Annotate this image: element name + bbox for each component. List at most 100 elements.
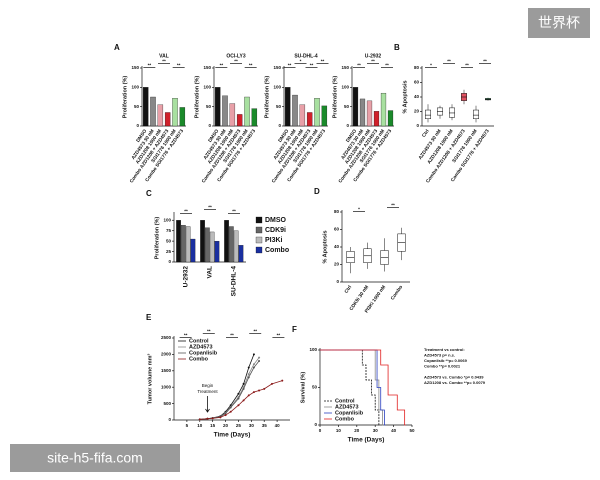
sig-label: ** (232, 209, 236, 214)
legend-label: Control (189, 338, 209, 344)
box (425, 109, 431, 120)
y-tick-label: 0 (136, 123, 139, 128)
bar (306, 112, 313, 127)
y-tick-label: 100 (309, 347, 317, 352)
bar (185, 226, 191, 263)
bar (176, 220, 181, 263)
annotation: Treatment (197, 389, 218, 394)
sig-label: ** (357, 63, 361, 68)
legend-label: Copanlisib (189, 350, 218, 356)
bar (373, 111, 380, 127)
legend-label: AZD4573 (335, 404, 359, 410)
sig-label: ** (465, 63, 469, 68)
legend-label: Combo (265, 247, 289, 254)
y-axis-label: Survival (%) (300, 372, 306, 404)
bar (229, 226, 234, 263)
bar (292, 94, 298, 127)
point (252, 391, 255, 394)
annotation: AZD4573 p= n.s. (424, 353, 455, 358)
bar (244, 96, 250, 127)
bar (205, 227, 210, 263)
bar (172, 98, 178, 127)
y-tick-label: 500 (163, 401, 171, 406)
point (252, 353, 255, 356)
bar (352, 87, 359, 127)
y-tick-label: 0 (416, 123, 419, 128)
point (247, 394, 250, 397)
bar (284, 87, 291, 127)
legend-label: DMSO (265, 217, 287, 224)
sig-label: ** (483, 59, 487, 64)
y-tick-label: 2000 (161, 352, 172, 357)
x-tick-label: 30 (373, 428, 379, 433)
sig-label: ** (207, 329, 211, 334)
y-tick-label: 0 (346, 123, 349, 128)
sig-label: ** (321, 59, 325, 64)
sig-label: ** (234, 59, 238, 64)
x-tick-label: 10 (336, 428, 342, 433)
y-axis-label: Proliferation (%) (264, 76, 270, 119)
bar (387, 110, 394, 127)
point (224, 414, 227, 417)
point (224, 412, 227, 415)
y-tick-label: 75 (166, 228, 172, 233)
y-tick-label: 40 (414, 94, 420, 99)
x-axis-label: Time (Days) (348, 437, 385, 444)
y-tick-label: 100 (273, 85, 281, 90)
bar (359, 98, 366, 127)
point (229, 406, 232, 409)
survival-curve (320, 349, 384, 426)
annotation: AZD4573 vs. Combo *p= 0.0439 (424, 375, 484, 380)
point (252, 363, 255, 366)
chart-title: VAL (159, 53, 169, 59)
x-tick-label: 40 (275, 423, 281, 428)
y-axis-label: Proliferation (%) (332, 76, 338, 119)
x-tick-label: 20 (354, 428, 360, 433)
panel-letter: E (146, 313, 152, 322)
point (198, 418, 201, 421)
y-tick-label: 100 (341, 85, 349, 90)
bar (179, 107, 186, 127)
point (247, 373, 250, 376)
legend-label: AZD4573 (189, 344, 213, 350)
chart-title: SU-DHL-4 (294, 53, 318, 59)
point (206, 417, 209, 420)
y-tick-label: 50 (134, 104, 140, 109)
y-tick-label: 100 (131, 85, 139, 90)
bar (366, 100, 373, 127)
sig-label: ** (208, 205, 212, 210)
sig-label: ** (249, 63, 253, 68)
point (219, 416, 222, 419)
point (237, 392, 240, 395)
panel-letter: A (114, 43, 120, 52)
bar (238, 245, 244, 263)
x-tick-label: 25 (236, 423, 242, 428)
point (258, 356, 261, 359)
y-tick-label: 150 (203, 65, 211, 70)
y-axis-label: Proliferation (%) (194, 76, 200, 119)
bar (181, 225, 186, 263)
y-tick-label: 0 (168, 417, 171, 422)
watermark-box (10, 444, 180, 472)
bar (299, 104, 306, 127)
y-tick-label: 60 (414, 80, 420, 85)
y-tick-label: 0 (336, 279, 339, 284)
category-label: U-2932 (183, 266, 190, 288)
panel-letter: C (146, 189, 152, 198)
point (229, 410, 232, 413)
bar (233, 230, 239, 263)
x-tick-label: 30 (249, 423, 255, 428)
bar (314, 98, 320, 127)
bar (209, 231, 215, 263)
bar (224, 220, 229, 263)
y-tick-label: 100 (163, 217, 171, 222)
sig-label: ** (277, 333, 281, 338)
legend-swatch (255, 226, 263, 234)
y-axis-label: % Apoptosis (402, 80, 408, 113)
y-tick-label: 50 (312, 385, 318, 390)
y-axis-label: Proliferation (%) (154, 217, 160, 260)
y-tick-label: 0 (208, 123, 211, 128)
y-axis-label: Tumor volume mm³ (146, 354, 153, 405)
